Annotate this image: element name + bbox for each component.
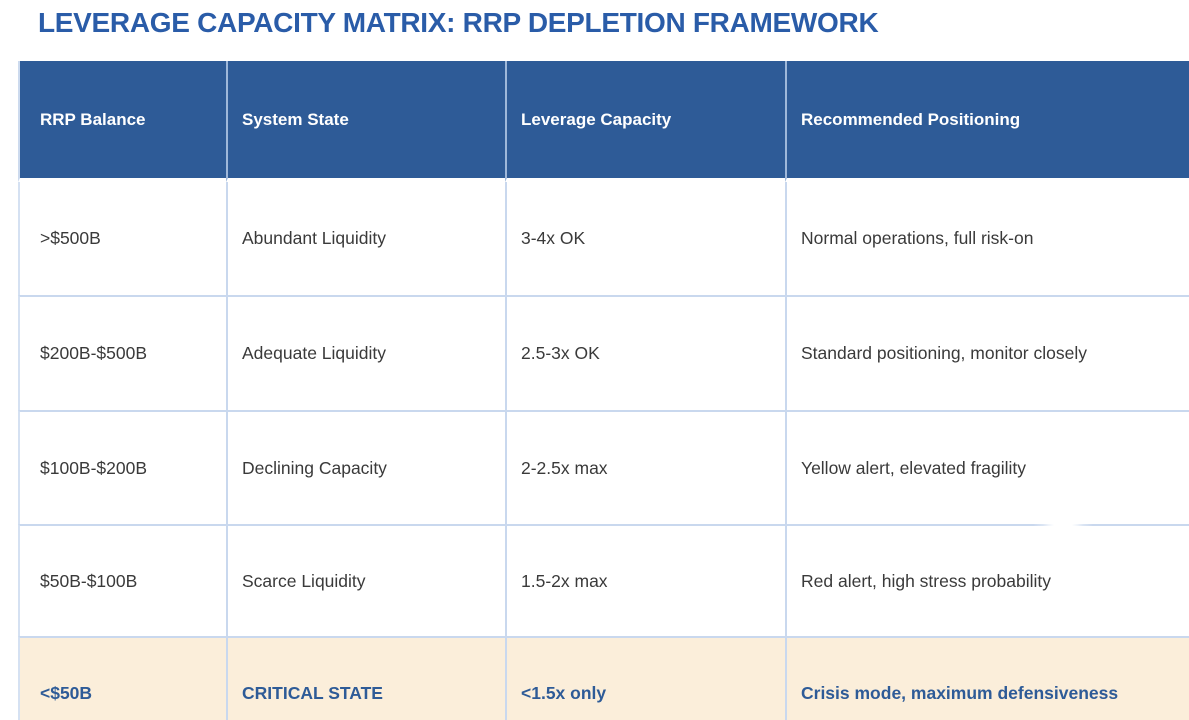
cell-recommended-positioning: Standard positioning, monitor closely: [785, 295, 1189, 410]
table-row-critical: <$50B CRITICAL STATE <1.5x only Crisis m…: [18, 636, 1189, 720]
column-header-rrp-balance: RRP Balance: [18, 61, 226, 182]
cell-recommended-positioning: Red alert, high stress probability: [785, 524, 1189, 636]
table-row: $50B-$100B Scarce Liquidity 1.5-2x max R…: [18, 524, 1189, 636]
cell-system-state: Abundant Liquidity: [226, 182, 505, 295]
cell-system-state: Scarce Liquidity: [226, 524, 505, 636]
cell-leverage-capacity: 1.5-2x max: [505, 524, 785, 636]
cell-recommended-positioning: Crisis mode, maximum defensiveness: [785, 636, 1189, 720]
header-row: RRP Balance System State Leverage Capaci…: [18, 61, 1189, 182]
cell-recommended-positioning: Normal operations, full risk-on: [785, 182, 1189, 295]
table-row: $200B-$500B Adequate Liquidity 2.5-3x OK…: [18, 295, 1189, 410]
cell-rrp-balance: >$500B: [18, 182, 226, 295]
cell-system-state: Adequate Liquidity: [226, 295, 505, 410]
cell-leverage-capacity: 2.5-3x OK: [505, 295, 785, 410]
page-title: LEVERAGE CAPACITY MATRIX: RRP DEPLETION …: [38, 7, 879, 38]
cell-leverage-capacity: 2-2.5x max: [505, 410, 785, 524]
cell-rrp-balance: $200B-$500B: [18, 295, 226, 410]
cell-leverage-capacity: <1.5x only: [505, 636, 785, 720]
column-header-leverage-capacity: Leverage Capacity: [505, 61, 785, 182]
cell-leverage-capacity: 3-4x OK: [505, 182, 785, 295]
cell-rrp-balance: $100B-$200B: [18, 410, 226, 524]
cell-system-state: Declining Capacity: [226, 410, 505, 524]
column-header-recommended-positioning: Recommended Positioning: [785, 61, 1189, 182]
cell-recommended-positioning: Yellow alert, elevated fragility: [785, 410, 1189, 524]
table-row: >$500B Abundant Liquidity 3-4x OK Normal…: [18, 182, 1189, 295]
column-header-system-state: System State: [226, 61, 505, 182]
leverage-capacity-table: RRP Balance System State Leverage Capaci…: [18, 61, 1189, 720]
table-row: $100B-$200B Declining Capacity 2-2.5x ma…: [18, 410, 1189, 524]
cell-rrp-balance: <$50B: [18, 636, 226, 720]
cell-rrp-balance: $50B-$100B: [18, 524, 226, 636]
cell-system-state: CRITICAL STATE: [226, 636, 505, 720]
